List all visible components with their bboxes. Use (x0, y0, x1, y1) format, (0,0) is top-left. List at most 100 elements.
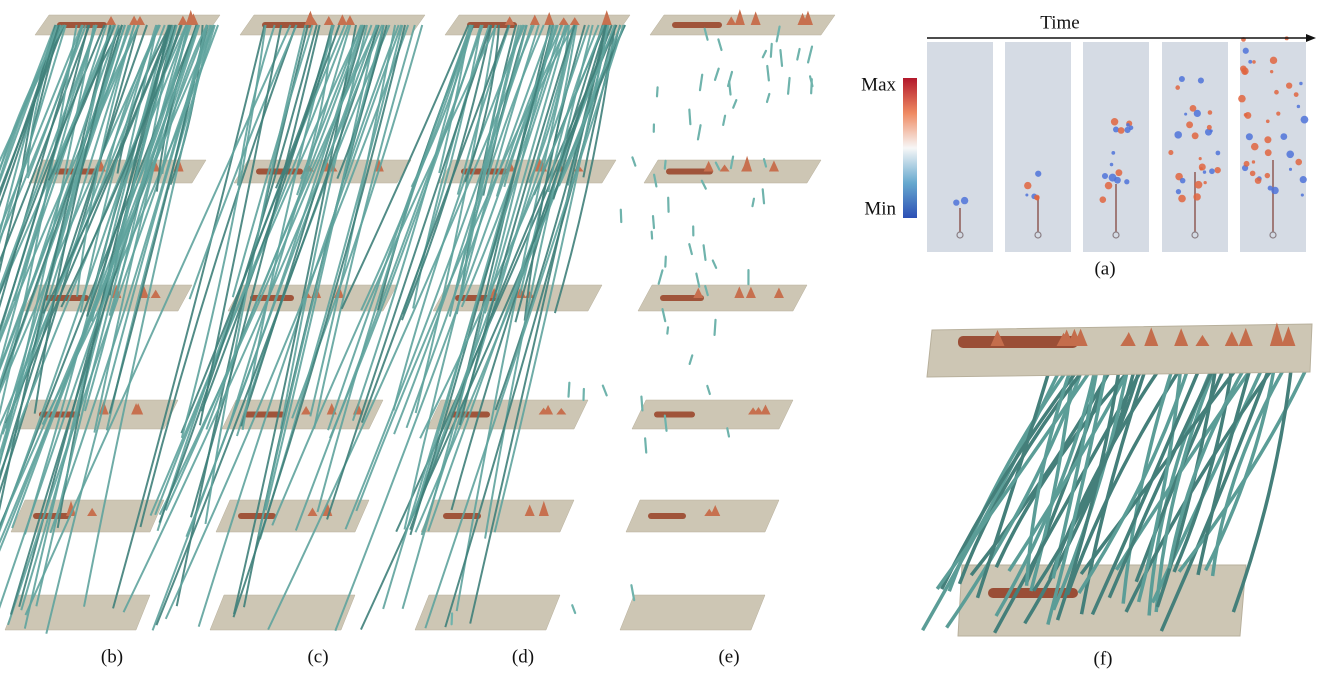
vortex-dot (1268, 186, 1273, 191)
vortex-dot (1124, 179, 1129, 184)
vortex-bar (672, 22, 722, 28)
vortex-dot (1252, 160, 1255, 163)
vortex-fragment (780, 50, 782, 66)
vortex-fragment (667, 327, 668, 333)
vortex-fragment (653, 216, 654, 228)
vortex-fragment (718, 39, 721, 50)
vortex-fragment (808, 47, 812, 63)
vortex-line (159, 25, 316, 523)
vortex-dot (1246, 133, 1253, 140)
vortex-dot (1301, 193, 1304, 196)
vortex-dot (1105, 182, 1113, 190)
vortex-fragment (767, 66, 769, 80)
vortex-dot (1300, 176, 1307, 183)
vortex-dot (1214, 167, 1220, 173)
vortex-dot (1199, 164, 1206, 171)
vortex-fragment (659, 270, 663, 283)
vortex-fragment (698, 125, 701, 139)
vortex-dot (1025, 193, 1028, 196)
vortex-dot (1035, 171, 1041, 177)
vortex-dot (1248, 60, 1252, 64)
colorbar-min: Min (864, 198, 896, 219)
vortex-dot (1280, 133, 1287, 140)
vortex-fragment (763, 51, 766, 57)
vortex-dot (1115, 169, 1122, 176)
vortex-dot (1110, 163, 1114, 167)
vortex-fragment (645, 438, 646, 452)
vortex-fragment (733, 100, 736, 108)
vortex-dot (1193, 193, 1200, 200)
vortex-dot (1289, 168, 1292, 171)
vortex-dot (1109, 174, 1117, 182)
vortex-dot (1295, 159, 1302, 166)
vortex-dot (1174, 131, 1182, 139)
vortex-dot (1178, 195, 1186, 203)
vortex-dot (1244, 161, 1250, 167)
vortex-dot (1264, 136, 1271, 143)
slice-plane (620, 595, 765, 630)
vortex-tube (937, 365, 1094, 589)
vortex-fragment (771, 44, 772, 57)
panel (452, 9, 835, 630)
vortex-bar (648, 513, 686, 519)
panel-f (923, 322, 1312, 636)
vortex-dot (1276, 112, 1280, 116)
vortex-dot (1179, 76, 1185, 82)
vortex-dot (1111, 118, 1118, 125)
vortex-fragment (723, 116, 725, 125)
vortex-fragment (641, 397, 642, 411)
slice-plane (927, 324, 1312, 377)
vortex-dot (1270, 70, 1273, 73)
time-label: Time (1040, 12, 1079, 33)
vortex-dot (1299, 82, 1302, 85)
page: {"time_label": "Time", "colorbar": {"max… (0, 0, 1317, 673)
vortex-fragment (631, 585, 634, 600)
vortex-fragment (657, 87, 658, 96)
vortex-fragment (788, 78, 789, 94)
drawing-layer (0, 9, 1312, 636)
vortex-dot (1297, 105, 1300, 108)
caption: (f) (1094, 648, 1113, 669)
vortex-dot (1203, 181, 1206, 184)
vortex-dot (1250, 171, 1256, 177)
vortex-dot (1199, 157, 1202, 160)
vortex-dot (1195, 181, 1203, 189)
caption: (e) (718, 646, 739, 667)
vortex-fragment (689, 244, 692, 254)
slice-plane (958, 565, 1246, 636)
vortex-bar (654, 412, 695, 418)
vortex-fragment (690, 355, 693, 363)
vortex-dot (1216, 151, 1221, 156)
vortex-fragment (767, 94, 769, 102)
vortex-fragment (603, 386, 607, 396)
slice-plane (415, 595, 560, 630)
vortex-dot (953, 199, 959, 205)
colorbar (903, 78, 917, 218)
vortex-dot (1207, 125, 1212, 130)
vortex-fragment (715, 320, 716, 335)
caption: (d) (512, 646, 534, 667)
vortex-dot (1129, 125, 1134, 130)
vortex-fragment (632, 157, 635, 165)
vortex-fragment (752, 199, 753, 207)
time-arrow-head (1306, 34, 1316, 42)
vortex-dot (961, 197, 968, 204)
vortex-fragment (713, 261, 716, 268)
vortex-fragment (810, 76, 812, 86)
vortex-fragment (707, 386, 709, 394)
vortex-dot (1243, 70, 1247, 74)
vortex-dot (1186, 121, 1193, 128)
vortex-dot (1194, 110, 1201, 117)
vortex-dot (1265, 149, 1272, 156)
vortex-dot (1252, 60, 1256, 64)
vortex-dot (1118, 127, 1125, 134)
vortex-dot (1294, 92, 1299, 97)
vortex-dot (1265, 173, 1270, 178)
figure: Time Max Min (a) (b) (c) (d) (e) (f) (0, 0, 1317, 673)
vortex-fragment (689, 110, 690, 124)
vortex-fragment (797, 49, 799, 60)
caption: (c) (307, 646, 328, 667)
vortex-dot (1180, 178, 1186, 184)
vortex-dot (1184, 113, 1187, 116)
vortex-dot (1198, 77, 1204, 83)
